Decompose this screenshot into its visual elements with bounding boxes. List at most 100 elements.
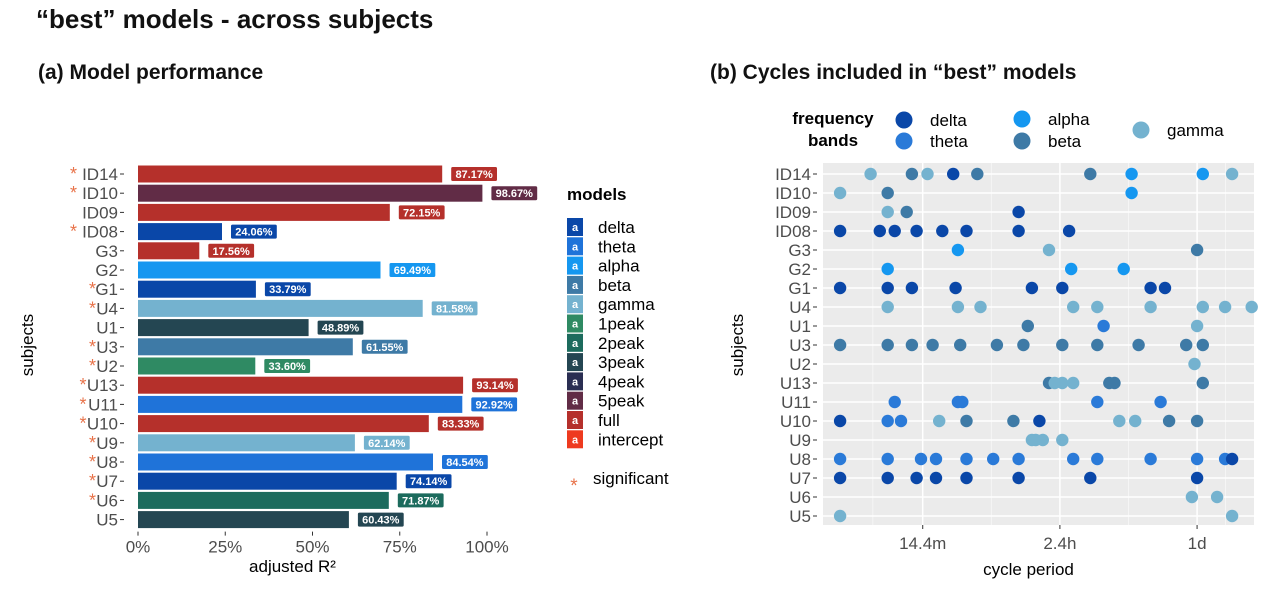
value-label-box-id14 <box>451 167 497 181</box>
value-label-box-g2 <box>389 263 436 277</box>
legend-key-3peak <box>567 353 583 372</box>
point-id08-delta-19 <box>936 224 949 238</box>
point-u9-gamma-87 <box>1036 433 1050 447</box>
point-u2-gamma-61 <box>1188 357 1201 371</box>
bar-g1 <box>138 280 256 298</box>
value-label-u9: 62.14% <box>368 438 406 450</box>
legend-key-alpha <box>1013 110 1031 128</box>
point-g1-delta-33 <box>1025 281 1039 295</box>
bar-g3 <box>138 242 200 260</box>
point-u8-theta-95 <box>1012 452 1025 466</box>
point-id08-delta-15 <box>833 224 847 238</box>
legend-label-theta: theta <box>930 132 968 151</box>
legend-key-text-2peak: a <box>572 338 579 350</box>
y-tick-label-u13: U13 <box>780 374 811 393</box>
value-label-u3: 61.55% <box>366 342 404 354</box>
y-tick-label-g2: G2 <box>95 261 118 280</box>
significance-marker-id14: * <box>70 164 77 184</box>
legend-key-full <box>567 411 583 429</box>
value-label-id08: 24.06% <box>235 227 273 239</box>
value-label-box-u3 <box>361 339 408 354</box>
legend-key-1peak <box>567 314 583 333</box>
point-id10-alpha-11 <box>1125 186 1138 200</box>
point-g1-delta-34 <box>1056 281 1069 295</box>
value-label-box-id09 <box>398 205 445 220</box>
point-g3-alpha-23 <box>951 243 965 257</box>
y-tick-label-u1: U1 <box>96 319 118 338</box>
x-tick-label-3: 75% <box>383 538 417 557</box>
legend-key-alpha <box>567 256 583 275</box>
legend-key-text-gamma: a <box>572 299 579 311</box>
point-id14-gamma-2 <box>921 167 934 181</box>
point-u8-theta-90 <box>881 452 894 466</box>
y-tick-label-g2: G2 <box>788 260 811 279</box>
y-tick-label-g3: G3 <box>95 242 118 261</box>
y-tick-label-u2: U2 <box>789 355 811 374</box>
x-tick-label-1d: 1d <box>1188 534 1207 553</box>
significance-marker-u11: * <box>79 394 86 414</box>
point-g3-gamma-24 <box>1042 243 1056 257</box>
y-tick-label-g1: G1 <box>788 279 811 298</box>
legend-key-beta <box>1013 132 1031 150</box>
point-u11-theta-73 <box>1154 395 1167 409</box>
y-tick-label-id09: ID09 <box>775 203 811 222</box>
point-u1-theta-47 <box>1097 319 1110 333</box>
point-u4-gamma-41 <box>1091 300 1104 314</box>
point-g1-delta-29 <box>833 281 847 295</box>
value-label-g1: 33.79% <box>269 284 307 296</box>
bar-u5 <box>138 511 349 529</box>
point-u10-beta-78 <box>960 414 973 428</box>
point-id08-delta-22 <box>1062 224 1076 238</box>
y-tick-label-u7: U7 <box>789 469 811 488</box>
legend-label-5peak: 5peak <box>598 392 645 411</box>
point-u3-beta-53 <box>954 338 967 352</box>
point-u10-beta-83 <box>1162 414 1176 428</box>
legend-label-full: full <box>598 411 620 430</box>
point-u3-beta-51 <box>905 338 919 352</box>
value-label-box-u2 <box>264 359 311 373</box>
point-g1-delta-31 <box>905 281 919 295</box>
y-tick-label-u1: U1 <box>789 317 811 336</box>
point-u9-gamma-88 <box>1056 433 1069 447</box>
point-id08-delta-16 <box>873 224 886 238</box>
point-u7-delta-108 <box>1084 471 1097 485</box>
point-u4-gamma-45 <box>1245 300 1258 314</box>
x-tick-label-14-4m: 14.4m <box>899 534 946 553</box>
point-id14-delta-3 <box>947 167 960 181</box>
x-axis-label: cycle period <box>983 560 1074 579</box>
point-u4-gamma-42 <box>1144 300 1157 314</box>
y-tick-label-u5: U5 <box>96 511 118 530</box>
point-u4-gamma-43 <box>1196 300 1210 314</box>
bar-id09 <box>138 203 390 221</box>
point-id14-gamma-0 <box>864 167 877 181</box>
significance-marker-u4: * <box>89 298 96 318</box>
value-label-u4: 81.58% <box>436 303 474 315</box>
point-u8-theta-98 <box>1144 452 1157 466</box>
bar-u1 <box>138 319 309 337</box>
legend-label-4peak: 4peak <box>598 372 645 391</box>
value-label-box-u10 <box>437 416 484 431</box>
point-id14-gamma-8 <box>1225 167 1239 181</box>
legend-label-beta: beta <box>598 276 632 295</box>
y-tick-label-u3: U3 <box>789 336 811 355</box>
y-tick-label-u3: U3 <box>96 338 118 357</box>
legend-key-text-5peak: a <box>572 396 579 408</box>
value-label-box-g1 <box>264 282 311 297</box>
point-u8-theta-91 <box>914 452 928 466</box>
legend-title-line-1: frequency <box>792 109 874 128</box>
point-u3-beta-56 <box>1056 338 1069 352</box>
point-u10-theta-75 <box>881 414 894 428</box>
y-tick-label-u11: U11 <box>88 395 118 414</box>
bar-u11 <box>138 395 463 413</box>
point-u4-gamma-39 <box>974 300 987 314</box>
value-label-box-u7 <box>405 474 452 489</box>
significance-marker-u3: * <box>89 337 96 357</box>
value-label-id09: 72.15% <box>403 207 441 219</box>
y-tick-label-u9: U9 <box>789 431 811 450</box>
legend-key-gamma <box>1132 121 1150 139</box>
y-tick-label-u4: U4 <box>789 298 811 317</box>
value-label-box-u8 <box>442 455 488 469</box>
x-tick-label-2: 50% <box>295 538 329 557</box>
point-id14-beta-4 <box>971 167 984 181</box>
point-u6-gamma-110 <box>1185 490 1199 504</box>
